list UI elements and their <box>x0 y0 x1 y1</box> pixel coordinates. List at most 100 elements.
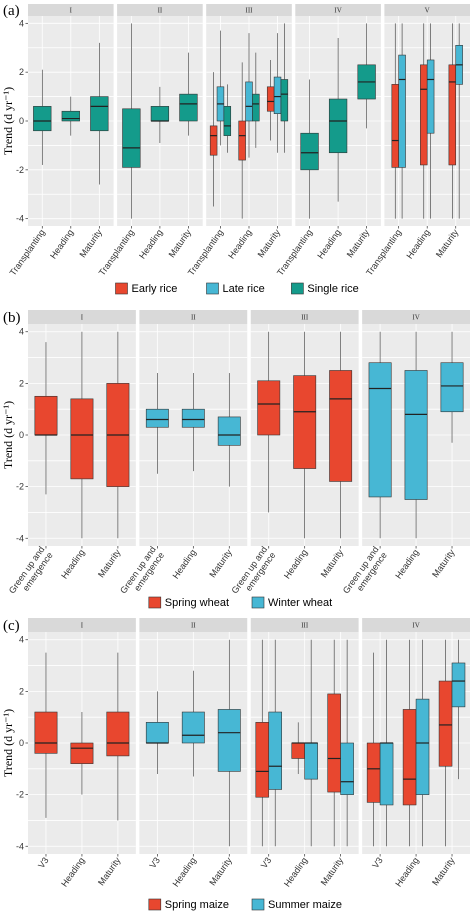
facet-strip-label: IV <box>412 314 419 322</box>
x-tick-label: V3 <box>259 855 274 870</box>
y-axis-title: Trend (d yr⁻¹) <box>1 709 15 777</box>
box-spring_maize <box>106 652 130 821</box>
facet-panel: III V3 Heading Maturity <box>250 618 359 889</box>
box-spring_wheat <box>34 342 58 495</box>
x-tick-label: Maturity <box>345 227 372 259</box>
x-tick-label: Maturity <box>77 227 104 259</box>
chart-2: (c) Trend (d yr⁻¹) -4 -2 0 2 4 I V3 Heading Maturi… <box>1 618 470 911</box>
box-body <box>402 709 417 806</box>
facet-strip-label: III <box>246 7 254 15</box>
box-summer_maize <box>379 639 394 847</box>
legend: Early rice Late rice Single rice <box>115 282 359 295</box>
box-body <box>181 711 205 744</box>
box-early_rice <box>448 23 457 219</box>
box-single_rice <box>252 52 260 148</box>
y-tick-label: 4 <box>19 18 24 28</box>
x-tick-label: Maturity <box>430 855 457 887</box>
box-single_rice <box>90 42 109 185</box>
box-body <box>34 711 58 754</box>
y-tick-label: -4 <box>16 841 24 851</box>
panel-label: (c) <box>3 618 20 634</box>
box-body <box>223 106 232 136</box>
y-tick-label: 4 <box>19 327 24 337</box>
box-body <box>340 742 354 795</box>
box-body <box>329 370 353 482</box>
box-body <box>404 370 428 500</box>
box-body <box>150 106 170 122</box>
facet-strip <box>295 4 381 16</box>
box-body <box>440 362 464 413</box>
box-body <box>398 54 406 168</box>
box-body <box>415 698 430 795</box>
facet-strip <box>28 618 136 632</box>
x-tick-label: Maturity <box>96 547 123 579</box>
x-tick-label: Heading <box>282 855 309 888</box>
facet-strip <box>250 618 359 632</box>
box-body <box>217 709 241 772</box>
box-winter_wheat <box>440 331 464 443</box>
box-spring_wheat <box>257 331 281 513</box>
box-single_rice <box>300 79 319 219</box>
legend-label: Late rice <box>223 283 265 295</box>
x-tick-label: Green up andemergence <box>118 545 166 602</box>
box-spring_maize <box>255 639 270 847</box>
y-tick-label: 0 <box>19 738 24 748</box>
facet-strip <box>362 310 470 324</box>
x-tick-label: V3 <box>370 855 385 870</box>
legend-key <box>251 898 265 911</box>
x-tick-label: Heading <box>171 547 198 580</box>
y-tick-label: 4 <box>19 635 24 645</box>
box-body <box>368 362 392 498</box>
box-winter_wheat <box>217 373 241 487</box>
box-body <box>426 59 435 134</box>
box-single_rice <box>61 96 80 136</box>
box-winter_wheat <box>404 331 428 539</box>
y-tick-label: -2 <box>16 790 24 800</box>
y-tick-label: -2 <box>16 482 24 492</box>
x-tick-label: Maturity <box>434 227 461 259</box>
box-body <box>61 110 80 122</box>
facet-strip <box>250 310 359 324</box>
facet-strip-label: III <box>301 622 309 630</box>
box-spring_wheat <box>293 331 317 539</box>
x-tick-label: Heading <box>226 227 253 260</box>
x-tick-label: Maturity <box>96 855 123 887</box>
box-body <box>280 79 289 122</box>
facet-strip-label: I <box>81 314 84 322</box>
box-spring_maize <box>70 712 94 795</box>
facet-strip <box>384 4 470 16</box>
x-tick-label: Green up andemergence <box>7 545 55 602</box>
box-body <box>209 125 218 156</box>
facet-strip <box>362 618 470 632</box>
box-body <box>252 93 260 122</box>
legend-key <box>251 596 265 609</box>
box-body <box>448 64 457 166</box>
y-tick-label: 0 <box>19 430 24 440</box>
legend-label: Summer maize <box>268 899 342 911</box>
box-spring_maize <box>438 639 453 847</box>
box-body <box>273 76 282 114</box>
box-body <box>145 722 169 744</box>
facet-strip-label: I <box>81 622 84 630</box>
x-tick-label: V3 <box>36 855 51 870</box>
y-tick-label: -2 <box>16 165 24 175</box>
box-early_rice <box>238 62 246 219</box>
box-single_rice <box>357 23 376 129</box>
box-late_rice <box>426 23 435 219</box>
facet-panel: III Green up andemergence Heading Maturity <box>230 310 359 595</box>
box-body <box>327 693 341 793</box>
legend: Spring maize Summer maize <box>148 898 342 911</box>
box-summer_maize <box>415 639 430 847</box>
box-body <box>70 742 94 764</box>
box-body <box>255 722 270 798</box>
box-early_rice <box>209 72 218 207</box>
facet-strip <box>139 618 248 632</box>
legend-label: Spring wheat <box>165 597 229 609</box>
facet-strip-label: II <box>191 622 196 630</box>
x-tick-label: Heading <box>282 547 309 580</box>
x-tick-label: Heading <box>171 855 198 888</box>
x-tick-label: Heading <box>48 227 75 260</box>
x-tick-label: V3 <box>147 855 162 870</box>
x-tick-label: Transplanting <box>8 227 47 277</box>
